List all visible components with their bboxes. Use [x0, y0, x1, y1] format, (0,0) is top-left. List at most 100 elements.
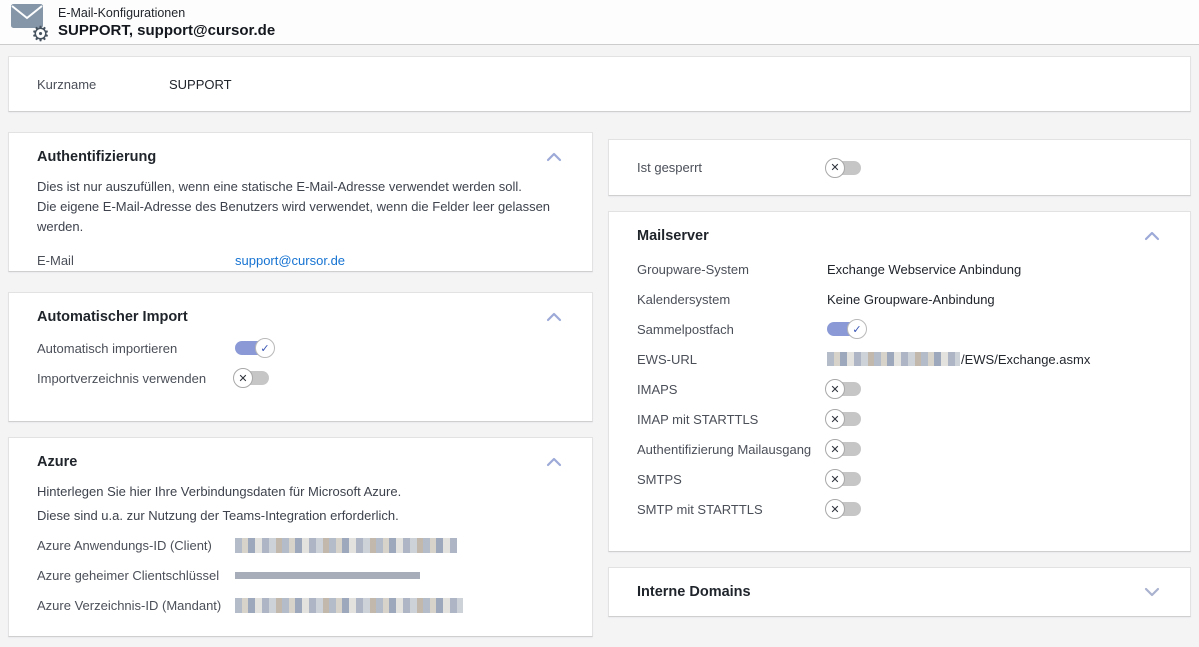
section-title: Azure [37, 454, 78, 470]
email-settings-icon: ⚙ [10, 3, 50, 45]
collapse-section-button[interactable] [544, 310, 564, 324]
check-icon: ✓ [852, 322, 862, 336]
entity-type-title: E-Mail-Konfigurationen [58, 5, 186, 20]
field-value: /EWS/Exchange.asmx [827, 352, 1090, 367]
chevron-up-icon [546, 457, 562, 467]
field-row-azure-client-id: Azure Anwendungs-ID (Client) [37, 530, 564, 560]
envelope-icon [11, 4, 43, 28]
section-title: Mailserver [637, 228, 709, 244]
x-icon: ✕ [830, 472, 840, 486]
field-row-smtps: SMTPS ✓ ✕ [637, 464, 1162, 494]
field-label: Kalendersystem [637, 291, 731, 307]
field-label: Azure Verzeichnis-ID (Mandant) [37, 597, 222, 613]
section-title: Interne Domains [637, 584, 751, 600]
field-row-imaps: IMAPS ✓ ✕ [637, 374, 1162, 404]
field-value: Keine Groupware-Anbindung [827, 291, 995, 307]
section-authentifizierung: Authentifizierung Dies ist nur auszufüll… [8, 132, 593, 272]
chevron-up-icon [546, 152, 562, 162]
section-azure: Azure Hinterlegen Sie hier Ihre Verbindu… [8, 437, 593, 637]
redacted-value [235, 537, 457, 553]
section-interne-domains: Interne Domains [608, 567, 1191, 617]
toggle-thumb: ✓ ✕ [825, 499, 845, 519]
field-label: Ist gesperrt [637, 160, 703, 175]
x-icon: ✕ [830, 502, 840, 516]
section-description-line: Diese sind u.a. zur Nutzung der Teams-In… [37, 508, 399, 523]
record-title: SUPPORT, support@cursor.de [58, 21, 276, 39]
field-label: EWS-URL [637, 351, 697, 367]
field-row-importverzeichnis: Importverzeichnis verwenden ✓ ✕ [37, 363, 564, 393]
toggle-thumb: ✓ ✕ [847, 319, 867, 339]
toggle-authentifizierung-mailausgang[interactable]: ✓ ✕ [825, 439, 863, 459]
field-row-automatisch-importieren: Automatisch importieren ✓ ✕ [37, 333, 564, 363]
chevron-down-icon [1144, 587, 1160, 597]
section-title: Automatischer Import [37, 309, 188, 325]
kurzname-panel: Kurzname SUPPORT [8, 56, 1191, 112]
field-label: Authentifizierung Mailausgang [637, 441, 812, 457]
collapse-section-button[interactable] [544, 150, 564, 164]
collapse-section-button[interactable] [544, 455, 564, 469]
gear-icon: ⚙ [31, 22, 50, 46]
page-header: ⚙ E-Mail-Konfigurationen SUPPORT, suppor… [0, 0, 1199, 45]
toggle-ist-gesperrt[interactable]: ✓ ✕ [825, 157, 863, 178]
expand-section-button[interactable] [1142, 585, 1162, 599]
chevron-up-icon [1144, 231, 1160, 241]
field-row-smtp-starttls: SMTP mit STARTTLS ✓ ✕ [637, 494, 1162, 524]
field-label: IMAP mit STARTTLS [637, 411, 759, 427]
field-label: Groupware-System [637, 261, 749, 277]
toggle-imaps[interactable]: ✓ ✕ [825, 379, 863, 399]
field-label: IMAPS [637, 381, 678, 397]
email-link[interactable]: support@cursor.de [235, 252, 346, 268]
check-icon: ✓ [260, 341, 270, 355]
redacted-value [827, 352, 960, 366]
field-label: Sammelpostfach [637, 321, 734, 337]
toggle-thumb: ✓ ✕ [825, 379, 845, 399]
ews-url-suffix: /EWS/Exchange.asmx [961, 351, 1091, 367]
redacted-value [235, 571, 420, 579]
field-row-azure-tenant-id: Azure Verzeichnis-ID (Mandant) [37, 590, 564, 620]
field-row-imap-starttls: IMAP mit STARTTLS ✓ ✕ [637, 404, 1162, 434]
toggle-thumb: ✓ ✕ [233, 368, 253, 388]
toggle-thumb: ✓ ✕ [825, 409, 845, 429]
field-row-ews-url: EWS-URL /EWS/Exchange.asmx [637, 344, 1162, 374]
section-description-line: Dies ist nur auszufüllen, wenn eine stat… [37, 179, 522, 194]
x-icon: ✕ [830, 161, 840, 174]
collapse-section-button[interactable] [1142, 229, 1162, 243]
kurzname-value: SUPPORT [169, 76, 232, 92]
toggle-smtps[interactable]: ✓ ✕ [825, 469, 863, 489]
x-icon: ✕ [830, 412, 840, 426]
toggle-automatisch-importieren[interactable]: ✓ ✕ [235, 338, 275, 358]
field-label: SMTPS [637, 471, 682, 487]
field-row-email: E-Mail support@cursor.de [37, 245, 564, 275]
section-title: Authentifizierung [37, 149, 157, 165]
toggle-thumb: ✓ ✕ [825, 439, 845, 459]
kurzname-label: Kurzname [37, 76, 97, 92]
x-icon: ✕ [830, 382, 840, 396]
x-icon: ✕ [830, 442, 840, 456]
field-row-auth-mailausgang: Authentifizierung Mailausgang ✓ ✕ [637, 434, 1162, 464]
toggle-imap-starttls[interactable]: ✓ ✕ [825, 409, 863, 429]
redacted-value [235, 597, 463, 613]
toggle-importverzeichnis-verwenden[interactable]: ✓ ✕ [233, 368, 271, 388]
x-icon: ✕ [238, 371, 248, 385]
toggle-thumb: ✓ ✕ [255, 338, 275, 358]
toggle-sammelpostfach[interactable]: ✓ ✕ [827, 319, 867, 339]
toggle-smtp-starttls[interactable]: ✓ ✕ [825, 499, 863, 519]
field-value: Exchange Webservice Anbindung [827, 261, 1022, 277]
panel-ist-gesperrt: Ist gesperrt ✓ ✕ [608, 139, 1191, 196]
field-label: SMTP mit STARTTLS [637, 501, 763, 517]
section-description-line: Hinterlegen Sie hier Ihre Verbindungsdat… [37, 484, 402, 499]
field-row-azure-client-secret: Azure geheimer Clientschlüssel [37, 560, 564, 590]
section-automatischer-import: Automatischer Import Automatisch importi… [8, 292, 593, 422]
main-content: Kurzname SUPPORT Authentifizierung Dies … [0, 45, 1199, 637]
field-label: Azure Anwendungs-ID (Client) [37, 537, 212, 553]
chevron-up-icon [546, 312, 562, 322]
field-label: Importverzeichnis verwenden [37, 370, 207, 386]
section-mailserver: Mailserver Groupware-System Exchange Web… [608, 211, 1191, 552]
field-label: Automatisch importieren [37, 340, 178, 356]
field-label: Azure geheimer Clientschlüssel [37, 567, 220, 583]
toggle-thumb: ✓ ✕ [825, 469, 845, 489]
section-description-line: Die eigene E-Mail-Adresse des Benutzers … [37, 199, 551, 234]
field-row-kalendersystem: Kalendersystem Keine Groupware-Anbindung [637, 284, 1162, 314]
toggle-thumb: ✓ ✕ [825, 157, 845, 178]
email-label: E-Mail [37, 252, 74, 268]
